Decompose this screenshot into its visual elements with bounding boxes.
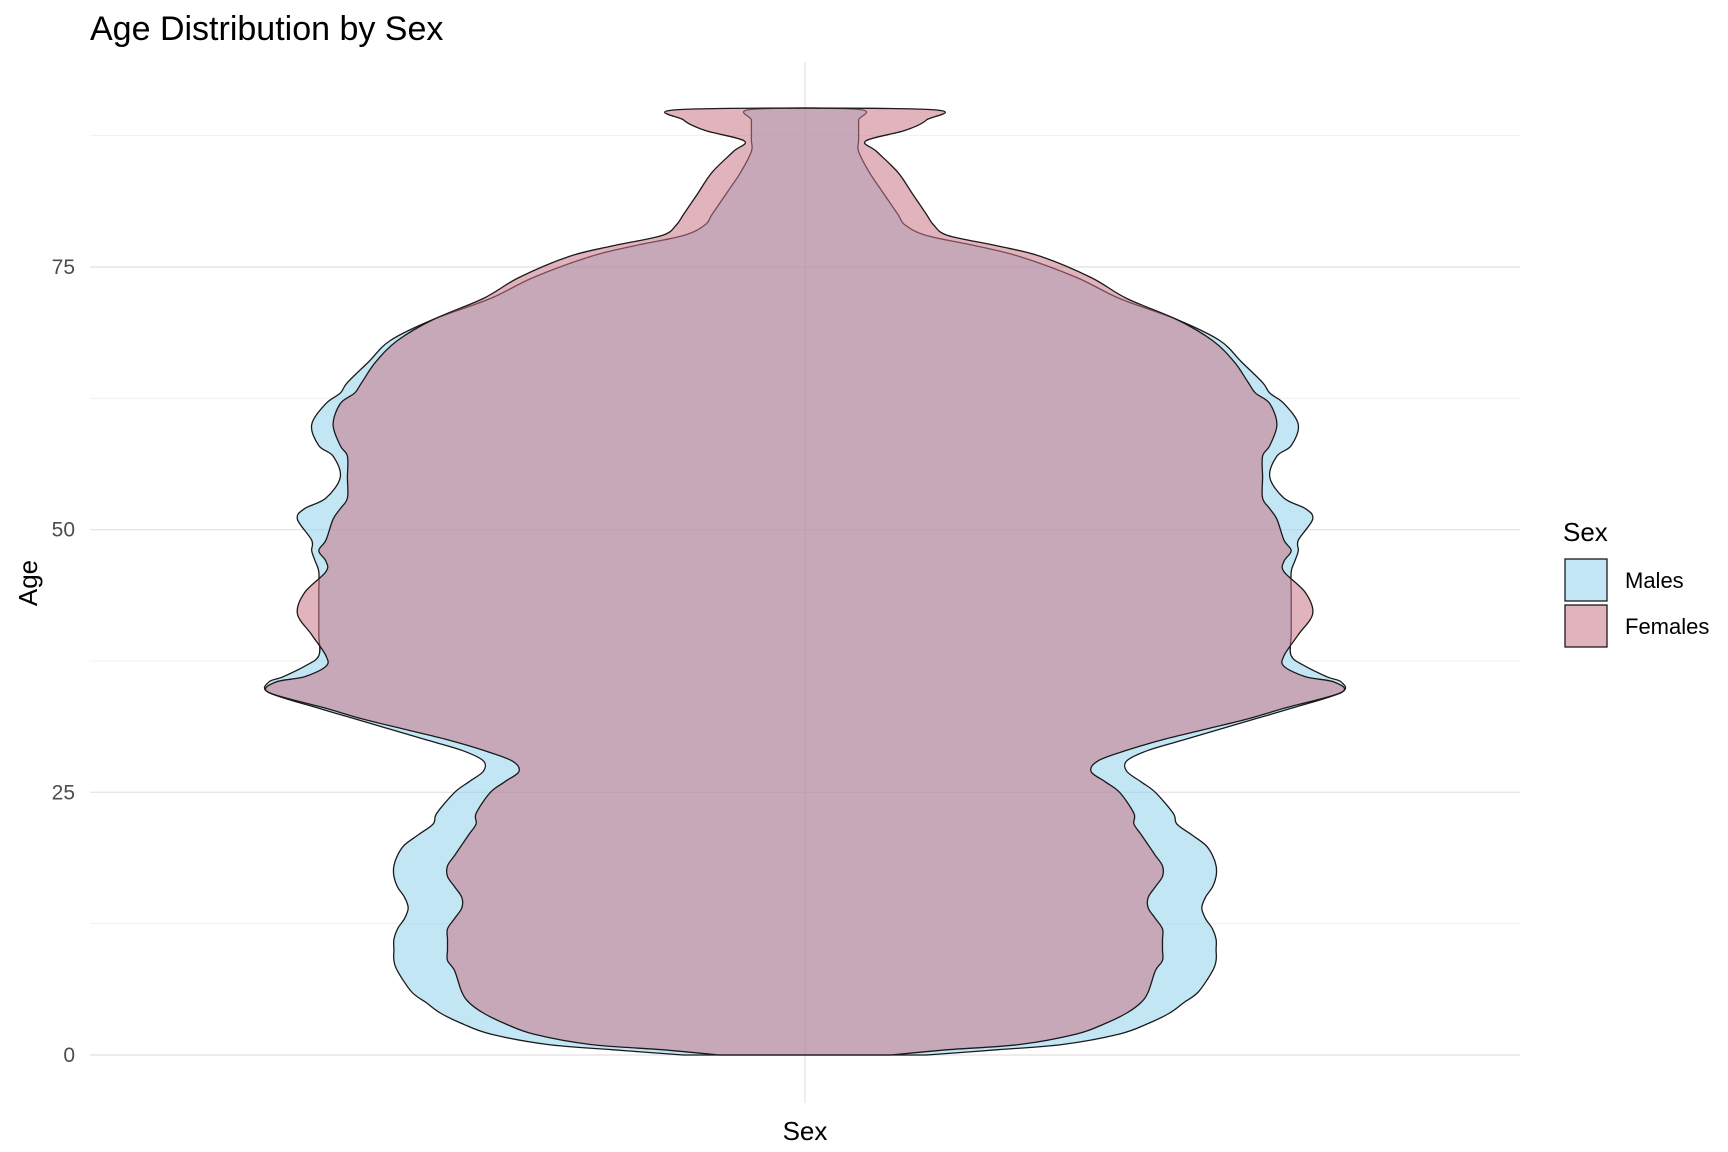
y-axis-title: Age: [13, 560, 43, 606]
x-axis-title: Sex: [783, 1116, 828, 1146]
legend-swatch-females: [1564, 604, 1608, 648]
y-tick-label: 0: [63, 1044, 75, 1067]
y-axis-ticks: 0 25 50 75: [52, 256, 75, 1067]
y-tick-label: 25: [52, 781, 75, 804]
legend-swatch-males: [1564, 558, 1608, 602]
y-tick-label: 75: [52, 256, 75, 279]
legend-label-males: Males: [1625, 568, 1684, 593]
violin-females: [264, 107, 1346, 1056]
legend: Sex Males Females: [1563, 517, 1709, 648]
legend-label-females: Females: [1625, 614, 1709, 639]
legend-title: Sex: [1563, 517, 1608, 547]
chart-title: Age Distribution by Sex: [90, 10, 443, 48]
y-tick-label: 50: [52, 519, 75, 542]
legend-entries: Males Females: [1564, 558, 1709, 648]
violins: [263, 107, 1347, 1056]
